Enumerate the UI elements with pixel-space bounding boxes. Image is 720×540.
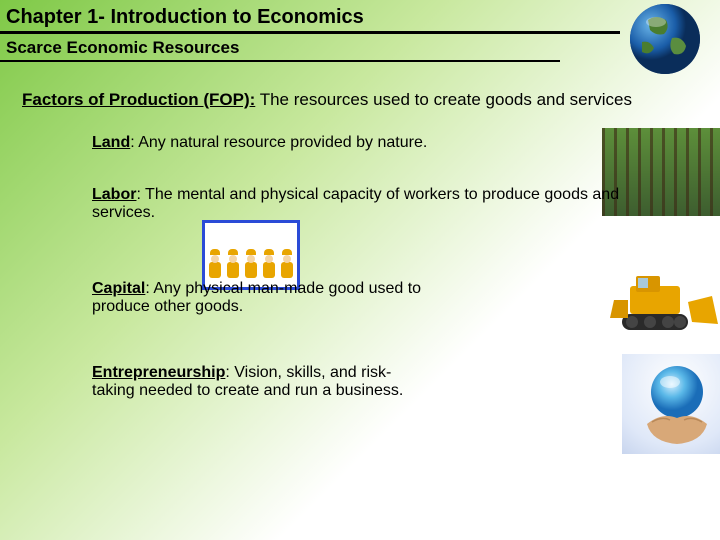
header: Chapter 1- Introduction to Economics Sca… (0, 0, 720, 62)
factor-land-term: Land (92, 134, 130, 151)
factor-entrepreneurship: Entrepreneurship: Vision, skills, and ri… (92, 364, 702, 400)
content-area: Factors of Production (FOP): The resourc… (0, 62, 720, 400)
factor-land-text: Land: Any natural resource provided by n… (92, 134, 512, 152)
factor-labor-term: Labor (92, 186, 136, 203)
hand-holding-globe-image (622, 354, 720, 454)
globe-icon (628, 2, 702, 76)
factor-labor: Labor: The mental and physical capacity … (92, 186, 702, 222)
fop-definition-line: Factors of Production (FOP): The resourc… (22, 90, 702, 110)
factor-entrepreneurship-term: Entrepreneurship (92, 364, 225, 381)
factor-capital: Capital: Any physical man-made good used… (92, 280, 702, 316)
fop-term: Factors of Production (FOP): (22, 90, 255, 109)
factor-land: Land: Any natural resource provided by n… (92, 134, 702, 152)
factor-capital-term: Capital (92, 280, 145, 297)
factor-capital-text: Capital: Any physical man-made good used… (92, 280, 432, 316)
fop-definition: The resources used to create goods and s… (255, 90, 632, 109)
chapter-title: Chapter 1- Introduction to Economics (0, 0, 620, 34)
factor-labor-def: : The mental and physical capacity of wo… (92, 186, 619, 221)
bulldozer-image (602, 266, 720, 350)
section-subtitle: Scarce Economic Resources (0, 34, 560, 62)
factor-entrepreneurship-text: Entrepreneurship: Vision, skills, and ri… (92, 364, 432, 400)
factor-labor-text: Labor: The mental and physical capacity … (92, 186, 652, 222)
factor-land-def: : Any natural resource provided by natur… (130, 134, 427, 151)
